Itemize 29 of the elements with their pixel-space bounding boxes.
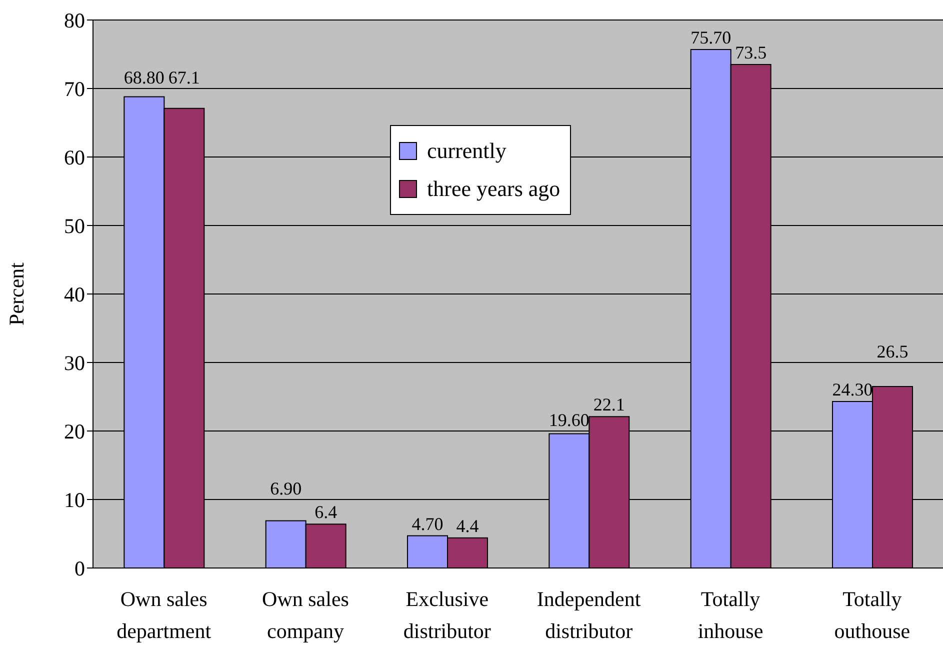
- legend-label: three years ago: [427, 176, 560, 202]
- y-tick-label: 30: [64, 350, 85, 375]
- y-tick-label: 10: [64, 488, 85, 512]
- x-tick-label: Totally outhouse: [834, 587, 910, 643]
- y-tick-label: 50: [64, 214, 85, 238]
- data-label: 68.80: [124, 68, 164, 88]
- data-label: 6.4: [314, 502, 338, 522]
- data-label: 6.90: [270, 478, 302, 498]
- data-label: 4.70: [412, 514, 444, 534]
- data-label: 75.70: [690, 27, 732, 48]
- y-tick-label: 20: [64, 419, 85, 444]
- y-tick-label: 70: [64, 76, 85, 101]
- x-tick-label: Exclusive distributor: [403, 587, 491, 643]
- x-tick-label: Independent distributor: [536, 587, 641, 643]
- data-label: 67.1: [168, 68, 200, 88]
- data-label: 73.5: [735, 42, 767, 63]
- x-tick-label: Own sales company: [262, 587, 349, 643]
- y-tick-label: 40: [64, 282, 85, 306]
- y-tick-label: 0: [74, 556, 85, 580]
- y-tick-label: 60: [64, 145, 85, 170]
- legend-label: currently: [427, 138, 506, 164]
- data-label: 24.30: [832, 380, 873, 400]
- data-label: 4.4: [456, 516, 479, 536]
- data-label: 22.1: [593, 394, 625, 415]
- x-tick-label: Totally inhouse: [698, 587, 764, 643]
- x-tick-label: Own sales department: [116, 587, 212, 643]
- data-label: 26.5: [876, 342, 908, 362]
- y-tick-label: 80: [64, 8, 85, 32]
- y-axis-title: Percent: [4, 262, 28, 326]
